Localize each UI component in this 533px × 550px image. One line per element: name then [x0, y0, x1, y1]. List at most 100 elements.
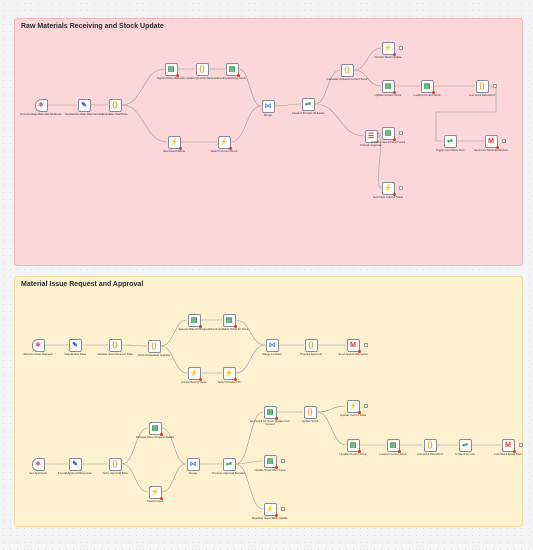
node-label: Update Stock — [301, 419, 319, 423]
webhook-icon: ⚛ — [34, 460, 42, 468]
node-r-init-product[interactable]: ▤ — [381, 126, 396, 141]
node-a-get-stock[interactable]: ▤ — [263, 405, 278, 420]
status-dot — [357, 410, 361, 414]
node-a-format[interactable]: ✎ — [68, 457, 82, 471]
code-braces-icon: {} — [308, 341, 314, 349]
node-r-standardize[interactable]: ✎ — [77, 98, 91, 112]
node-r-low-detect[interactable]: {} — [475, 79, 489, 93]
add-node-handle[interactable] — [399, 186, 403, 190]
add-node-handle[interactable] — [364, 343, 368, 347]
node-r-calc[interactable]: {} — [108, 98, 122, 112]
node-r-new-row[interactable]: ⚡ — [381, 181, 396, 196]
connection-a_verify-a_retrieve — [121, 427, 149, 465]
node-r-append[interactable]: ▤ — [164, 62, 179, 77]
code-braces-icon: {} — [112, 341, 118, 349]
if-icon: ⇌ — [447, 137, 453, 145]
node-i-merge-lookups[interactable]: ⋈ — [265, 338, 279, 352]
node-r-search-stock[interactable]: ⚡ — [217, 135, 232, 150]
material-issue-sticky[interactable]: Material Issue Request and Approval — [14, 276, 523, 527]
status-dot — [392, 192, 396, 196]
gmail-icon: M — [505, 441, 511, 449]
gmail-icon: M — [488, 137, 494, 145]
if-icon: ⇌ — [226, 460, 232, 468]
status-dot — [233, 377, 237, 381]
sheets-icon: ▤ — [228, 65, 236, 73]
node-a-update-cs[interactable]: ▤ — [346, 438, 361, 453]
node-i-check-avail[interactable]: ▤ — [222, 313, 237, 328]
node-r-lookup-stock[interactable]: ▤ — [225, 62, 240, 77]
node-i-prepare[interactable]: {} — [304, 338, 318, 352]
status-dot — [236, 73, 240, 77]
node-i-send-approval[interactable]: M — [346, 338, 361, 353]
node-r-receive[interactable]: ⚛ — [34, 98, 48, 112]
node-a-rejected[interactable]: ⚡ — [263, 502, 278, 517]
node-label: Create Record Issue — [181, 380, 207, 384]
node-a-search-issue[interactable]: ⚡ — [148, 485, 163, 500]
node-a-process[interactable]: ⇌ — [222, 457, 236, 471]
node-i-validate[interactable]: {} — [108, 338, 122, 352]
node-a-send-email[interactable]: M — [501, 438, 516, 453]
raw-materials-sticky[interactable]: Raw Materials Receiving and Stock Update — [14, 18, 523, 266]
node-r-send-email[interactable]: M — [484, 134, 499, 149]
node-label: Retrieve Issue Request Details — [135, 435, 175, 439]
connection-r_calc-r_append — [121, 68, 165, 106]
node-a-is-low[interactable]: ⇌ — [458, 438, 472, 452]
connection-r_check-r_calc_updated — [314, 69, 341, 105]
sheets-icon: ▤ — [225, 316, 233, 324]
node-a-update-cs-data[interactable]: ⚡ — [346, 399, 361, 414]
connection-r_format-r_init_product — [377, 132, 382, 137]
supabase-icon: ⚡ — [383, 44, 393, 52]
node-i-verify-qty[interactable]: {} — [147, 339, 161, 353]
node-i-receive[interactable]: ⚛ — [31, 338, 45, 352]
connection-r_lookup_stock-r_merge — [238, 68, 262, 107]
sheets-icon: ▤ — [167, 65, 175, 73]
node-r-update-qty[interactable]: {} — [195, 62, 209, 76]
node-label: Update Stock After Issue — [254, 468, 286, 472]
node-a-lookup-cs[interactable]: ▤ — [386, 438, 401, 453]
node-i-standardize[interactable]: ✎ — [68, 338, 82, 352]
pencil-icon: ✎ — [81, 101, 87, 109]
node-a-update-stock-after[interactable]: ▤ — [263, 454, 278, 469]
add-node-handle[interactable] — [281, 459, 285, 463]
connection-r_merge-r_check — [274, 103, 302, 107]
node-r-lookup-cs[interactable]: ▤ — [420, 79, 435, 94]
add-node-handle[interactable] — [399, 131, 403, 135]
node-label: New Record Row — [163, 149, 185, 153]
node-r-new-record[interactable]: ⚡ — [167, 135, 182, 150]
add-node-handle[interactable] — [399, 46, 403, 50]
node-r-format[interactable]: ☰ — [364, 129, 378, 143]
node-a-merge[interactable]: ⋈ — [186, 457, 200, 471]
node-label: Verify Approval Data — [102, 471, 128, 475]
node-label: Send Low Stock Email Alert — [473, 148, 509, 152]
connection-r_format-r_new_row — [377, 135, 382, 189]
node-a-update-stock[interactable]: {} — [303, 405, 317, 419]
node-r-trigger-low[interactable]: ⇌ — [443, 134, 457, 148]
supabase-icon: ⚡ — [348, 402, 358, 410]
add-node-handle[interactable] — [281, 507, 285, 511]
sheets-icon: ▤ — [384, 129, 392, 137]
node-i-search-product[interactable]: ⚡ — [222, 366, 237, 381]
node-r-calc-updated[interactable]: {} — [340, 63, 354, 77]
add-node-handle[interactable] — [493, 84, 497, 88]
connection-i_verify_qty-i_append_req — [160, 319, 188, 347]
node-label: Receive Issue Request — [23, 352, 53, 356]
status-dot — [274, 416, 278, 420]
status-dot — [159, 496, 163, 500]
node-r-update-cs[interactable]: ▤ — [381, 79, 396, 94]
node-i-create-record[interactable]: ⚡ — [187, 366, 202, 381]
node-a-retrieve[interactable]: ▤ — [148, 421, 163, 436]
node-i-append-req[interactable]: ▤ — [187, 313, 202, 328]
add-node-handle[interactable] — [502, 139, 506, 143]
node-a-verify[interactable]: {} — [108, 457, 122, 471]
code-braces-icon: {} — [479, 82, 485, 90]
node-r-cs-update[interactable]: ⚡ — [381, 41, 396, 56]
node-label: Search Issue — [146, 499, 164, 503]
status-dot — [198, 324, 202, 328]
node-r-merge[interactable]: ⋈ — [261, 99, 275, 113]
node-a-low-detect[interactable]: {} — [423, 438, 437, 452]
node-label: Low Stock Email Alert — [494, 452, 522, 456]
add-node-handle[interactable] — [364, 404, 368, 408]
add-node-handle[interactable] — [519, 443, 523, 447]
node-r-check[interactable]: ⇌ — [301, 97, 315, 111]
node-a-get-approvals[interactable]: ⚛ — [31, 457, 45, 471]
